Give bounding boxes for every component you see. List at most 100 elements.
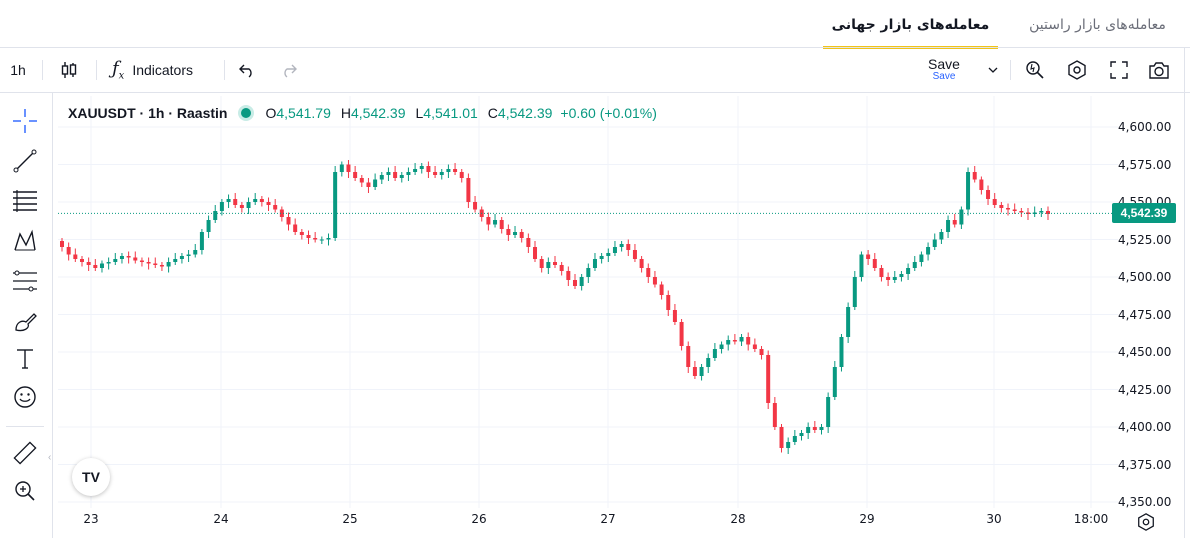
candle-body xyxy=(812,427,817,430)
x-tick-label: 25 xyxy=(342,512,358,526)
candle-body xyxy=(533,247,538,259)
candle-body xyxy=(559,265,564,271)
candle-body xyxy=(646,268,651,277)
horizontal-lines-icon[interactable] xyxy=(8,186,42,216)
x-tick-label: 18:00 xyxy=(1073,512,1109,526)
price-chart[interactable] xyxy=(58,96,1183,508)
text-icon[interactable] xyxy=(8,344,42,374)
candle-body xyxy=(173,259,178,262)
candle-body xyxy=(459,172,464,178)
candle-body xyxy=(939,232,944,240)
candle-body xyxy=(1046,211,1050,214)
candle-body xyxy=(706,358,711,367)
candle-body xyxy=(206,220,211,232)
y-tick-label: 4,375.00 xyxy=(1118,457,1172,472)
candle-body xyxy=(539,259,544,268)
quick-search-icon[interactable] xyxy=(1018,50,1052,90)
redo-icon[interactable] xyxy=(274,50,304,90)
candle-body xyxy=(792,436,797,442)
candle-body xyxy=(426,166,431,172)
candle-body xyxy=(919,254,924,262)
trend-line-icon[interactable] xyxy=(8,146,42,176)
candle-body xyxy=(546,262,551,268)
legend-high-value: 4,542.39 xyxy=(350,105,406,121)
candle-body xyxy=(519,232,524,238)
candle-body xyxy=(313,238,318,240)
candle-body xyxy=(652,277,657,285)
chevron-down-icon[interactable] xyxy=(982,50,1004,90)
settings-hex-icon[interactable] xyxy=(1060,50,1094,90)
candle-body xyxy=(419,166,424,169)
interval-button[interactable]: 1h xyxy=(10,62,26,78)
indicators-label: Indicators xyxy=(132,62,194,78)
candle-body xyxy=(886,277,891,280)
candle-body xyxy=(726,340,731,345)
candle-body xyxy=(273,205,278,210)
candle-body xyxy=(239,205,244,208)
tab-global-market[interactable]: معامله‌های بازار جهانی xyxy=(823,8,998,49)
candle-body xyxy=(579,277,584,286)
fullscreen-icon[interactable] xyxy=(1102,50,1136,90)
toolbar-separator xyxy=(224,60,225,80)
candle-body xyxy=(979,179,984,190)
candle-body xyxy=(406,172,411,175)
candle-body xyxy=(946,220,951,232)
candles-icon[interactable] xyxy=(52,50,86,90)
candle-body xyxy=(759,349,764,355)
candle-body xyxy=(826,397,831,427)
tradingview-logo[interactable]: TV xyxy=(72,458,110,496)
tab-raastin-market[interactable]: معامله‌های بازار راستین xyxy=(1029,17,1166,33)
candle-body xyxy=(832,367,837,397)
x-tick-label: 24 xyxy=(213,512,229,526)
candle-body xyxy=(353,172,358,178)
candle-body xyxy=(159,265,164,267)
candle-body xyxy=(879,268,884,277)
y-tick-label: 4,400.00 xyxy=(1118,420,1172,434)
legend-symbol: XAUUSDT · 1h · Raastin xyxy=(68,105,228,121)
candle-body xyxy=(339,164,344,172)
candle-body xyxy=(513,232,518,235)
chart-toolbar: 1h ƒx Indicators Save Save xyxy=(0,50,1182,90)
candle-body xyxy=(566,271,571,280)
candle-body xyxy=(999,205,1004,208)
candle-body xyxy=(79,259,84,262)
candle-body xyxy=(386,172,391,175)
candle-body xyxy=(279,209,284,217)
candle-body xyxy=(113,259,118,262)
collapse-arrow-icon[interactable]: ‹ xyxy=(48,452,52,463)
undo-icon[interactable] xyxy=(232,50,262,90)
candle-body xyxy=(992,199,997,205)
fib-icon[interactable] xyxy=(8,266,42,296)
candle-body xyxy=(586,268,591,277)
save-button[interactable]: Save Save xyxy=(918,50,970,90)
x-tick-label: 23 xyxy=(83,512,99,526)
drawing-tools: ‹ xyxy=(0,100,52,538)
emoji-icon[interactable] xyxy=(8,382,42,412)
candle-body xyxy=(186,254,191,256)
market-status-dot xyxy=(241,108,252,118)
candle-body xyxy=(839,337,844,367)
candle-body xyxy=(906,268,911,274)
camera-icon[interactable] xyxy=(1142,50,1176,90)
candle-body xyxy=(326,238,331,240)
toolbar-separator xyxy=(96,60,97,80)
brush-icon[interactable] xyxy=(8,306,42,336)
candle-body xyxy=(99,263,104,268)
ruler-icon[interactable] xyxy=(8,438,42,468)
toolbar-separator xyxy=(1010,60,1011,80)
legend-change: +0.60 (+0.01%) xyxy=(560,105,657,121)
pattern-icon[interactable] xyxy=(8,226,42,256)
save-sublabel: Save xyxy=(932,71,956,82)
candle-body xyxy=(393,172,398,178)
candle-body xyxy=(892,277,897,280)
y-tick-label: 4,425.00 xyxy=(1118,382,1172,397)
indicators-button[interactable]: ƒx Indicators xyxy=(106,50,216,90)
crosshair-icon[interactable] xyxy=(8,106,42,136)
candle-body xyxy=(859,254,864,277)
candle-body xyxy=(359,178,364,183)
candle-body xyxy=(872,259,877,268)
zoom-in-icon[interactable] xyxy=(8,476,42,506)
legend-low-label: L xyxy=(415,105,424,121)
save-label: Save xyxy=(928,56,960,72)
axis-settings-icon[interactable] xyxy=(1136,512,1156,537)
